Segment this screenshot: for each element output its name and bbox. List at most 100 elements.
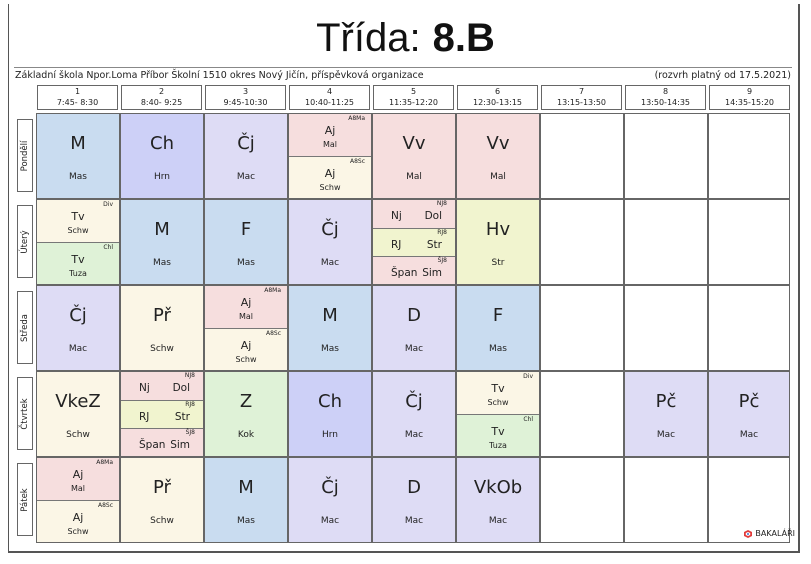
lesson-cell-split[interactable]: A8Ma Aj Mal A8Sc Aj Schw [204,285,288,371]
lesson-cell-split[interactable]: A8Ma Aj Mal A8Sc Aj Schw [288,113,372,199]
lesson-teacher: Hrn [321,430,338,440]
lesson-cell[interactable]: Vv Mal [372,113,456,199]
title-prefix: Třída: [316,16,421,60]
lesson-cell[interactable]: Pč Mac [708,371,790,457]
lesson-cell[interactable]: M Mas [36,113,120,199]
lesson-group[interactable]: A8Sc Aj Schw [289,156,371,198]
lesson-teacher: Mac [320,258,340,268]
hour-time: 13:50-14:35 [641,97,690,107]
group-name: ŠJ8 [185,429,195,436]
lesson-cell-split[interactable]: A8Ma Aj Mal A8Sc Aj Schw [36,457,120,543]
empty-cell [540,457,624,543]
lesson-cell[interactable]: Ch Hrn [288,371,372,457]
lesson-cell[interactable]: Hv Str [456,199,540,285]
day-label-3: Středa [17,291,33,364]
lesson-cell[interactable]: Čj Mac [204,113,288,199]
lesson-cell[interactable]: F Mas [456,285,540,371]
lesson-cell[interactable]: Vv Mal [456,113,540,199]
lesson-subject: Čj [237,133,255,154]
lesson-cell[interactable]: Z Kok [204,371,288,457]
lesson-teacher: Mas [321,344,339,354]
lesson-teacher: Schw [487,398,509,407]
lesson-cell-triple[interactable]: NJ8 Nj Dol RJ8 RJ Str ŠJ8 Špan Sim [120,371,204,457]
lesson-cell-split[interactable]: Div Tv Schw Chl Tv Tuza [36,199,120,285]
lesson-teacher: Mac [739,430,759,440]
hour-header-8: 8 13:50-14:35 [625,85,706,110]
lesson-cell[interactable]: M Mas [120,199,204,285]
lesson-cell[interactable]: M Mas [204,457,288,543]
lesson-subject: Ch [318,391,342,412]
day-name: Pátek [20,487,30,512]
lesson-teacher: Mac [404,344,424,354]
group-name: A8Sc [349,158,365,165]
lesson-teacher: Tuza [489,441,507,450]
group-name: A8Ma [96,459,113,466]
group-name: NJ8 [184,372,195,379]
lesson-cell[interactable]: Čj Mac [372,371,456,457]
lesson-group[interactable]: A8Ma Aj Mal [37,458,119,500]
lesson-subject: Aj [72,511,84,524]
group-name: Div [523,373,533,380]
lesson-cell[interactable]: VkeZ Schw [36,371,120,457]
hour-number: 2 [158,87,165,96]
lesson-cell-split[interactable]: Div Tv Schw Chl Tv Tuza [456,371,540,457]
lesson-cell[interactable]: Čj Mac [288,457,372,543]
title-divider [14,67,792,68]
lesson-cell[interactable]: Pč Mac [624,371,708,457]
lesson-cell[interactable]: D Mac [372,285,456,371]
lesson-subject: Tv [71,253,85,266]
lesson-subject: D [407,305,421,326]
lesson-cell[interactable]: Čj Mac [36,285,120,371]
hour-header-2: 2 8:40- 9:25 [121,85,202,110]
day-name: Úterý [20,229,30,254]
lesson-group[interactable]: A8Sc Aj Schw [205,328,287,370]
lesson-cell[interactable]: Př Schw [120,457,204,543]
lesson-group[interactable]: Div Tv Schw [37,200,119,242]
lesson-teacher: Mas [69,172,87,182]
lesson-teacher: Mas [237,516,255,526]
lesson-group[interactable]: A8Ma Aj Mal [205,286,287,328]
lesson-cell[interactable]: M Mas [288,285,372,371]
lesson-group[interactable]: ŠJ8 Špan Sim [373,256,455,284]
lesson-group[interactable]: RJ8 RJ Str [373,228,455,256]
lesson-group[interactable]: Div Tv Schw [457,372,539,414]
hour-number: 9 [746,87,753,96]
logo-text: BAKALÁŘI [755,529,795,538]
lesson-teacher: Mac [320,516,340,526]
lesson-group[interactable]: RJ8 RJ Str [121,400,203,428]
group-name: RJ8 [185,401,195,408]
hour-header-9: 9 14:35-15:20 [709,85,790,110]
lesson-teacher: Dol [172,382,190,394]
lesson-cell[interactable]: D Mac [372,457,456,543]
lesson-group[interactable]: ŠJ8 Špan Sim [121,428,203,456]
lesson-subject: Tv [491,425,505,438]
lesson-subject: Špan [391,267,418,279]
lesson-cell[interactable]: Př Schw [120,285,204,371]
lesson-group[interactable]: Chl Tv Tuza [457,414,539,456]
lesson-group[interactable]: Chl Tv Tuza [37,242,119,284]
lesson-teacher: Mac [68,344,88,354]
lesson-cell[interactable]: VkOb Mac [456,457,540,543]
lesson-group[interactable]: NJ8 Nj Dol [373,200,455,228]
lesson-cell[interactable]: Ch Hrn [120,113,204,199]
lesson-cell[interactable]: F Mas [204,199,288,285]
lesson-subject: F [240,219,252,240]
group-name: A8Ma [264,287,281,294]
lesson-subject: Pč [655,391,677,412]
lesson-cell-triple[interactable]: NJ8 Nj Dol RJ8 RJ Str ŠJ8 Špan Sim [372,199,456,285]
hour-time: 11:35-12:20 [389,97,438,107]
lesson-subject: Aj [324,167,336,180]
group-name: Chl [103,244,113,251]
group-name: A8Sc [265,330,281,337]
lesson-group[interactable]: NJ8 Nj Dol [121,372,203,400]
lesson-subject: RJ [391,239,402,251]
lesson-cell[interactable]: Čj Mac [288,199,372,285]
lesson-subject: Špan [139,439,166,451]
lesson-group[interactable]: A8Ma Aj Mal [289,114,371,156]
day-label-2: Úterý [17,205,33,278]
lesson-teacher: Schw [235,355,257,364]
lesson-group[interactable]: A8Sc Aj Schw [37,500,119,542]
lesson-teacher: Tuza [69,269,87,278]
hour-header-6: 6 12:30-13:15 [457,85,538,110]
lesson-teacher: Mas [489,344,507,354]
